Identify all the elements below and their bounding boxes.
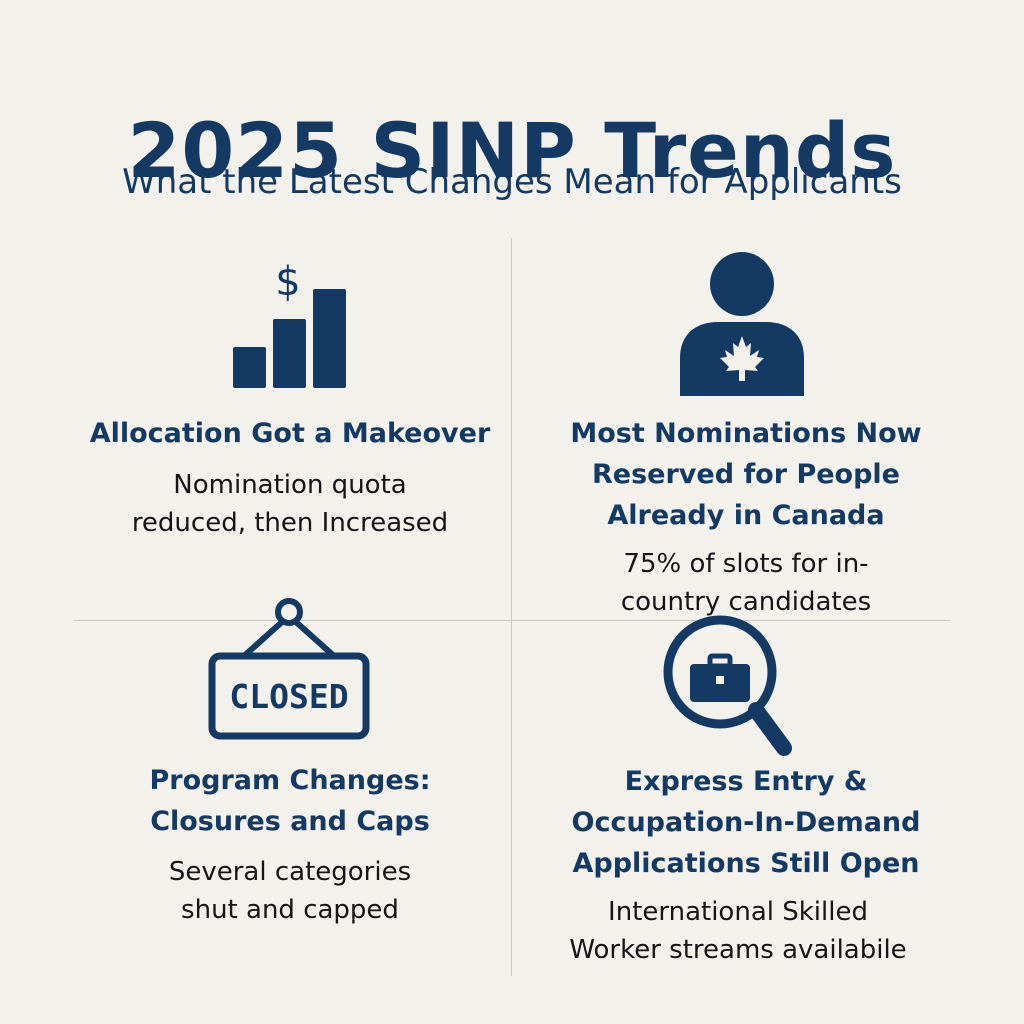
card-heading: Allocation Got a Makeover (89, 418, 491, 449)
card-description: 75% of slots for in- country candidates (620, 549, 872, 617)
horizontal-divider (74, 620, 950, 621)
bar-chart-dollar-icon: $ (233, 259, 346, 388)
person-maple-leaf-icon (680, 252, 804, 396)
card-heading: Most Nominations Now Reserved for People… (570, 418, 922, 531)
vertical-divider (511, 238, 512, 976)
dollar-sign: $ (275, 259, 300, 305)
closed-sign-text: CLOSED (229, 677, 348, 716)
card-description: Several categories shut and capped (168, 857, 412, 925)
card-description: Nomination quota reduced, then Increased (131, 470, 449, 538)
briefcase-magnifier-icon (663, 615, 792, 756)
card-heading: Express Entry & Occupation-In-Demand App… (571, 766, 921, 879)
card-heading: Program Changes: Closures and Caps (149, 765, 431, 837)
page-title: 2025 SINP Trends (127, 105, 897, 195)
page-subtitle: What the Latest Changes Mean for Applica… (122, 162, 902, 202)
closed-sign-icon: CLOSED (208, 598, 370, 740)
card-description: International Skilled Worker streams ava… (569, 897, 907, 965)
